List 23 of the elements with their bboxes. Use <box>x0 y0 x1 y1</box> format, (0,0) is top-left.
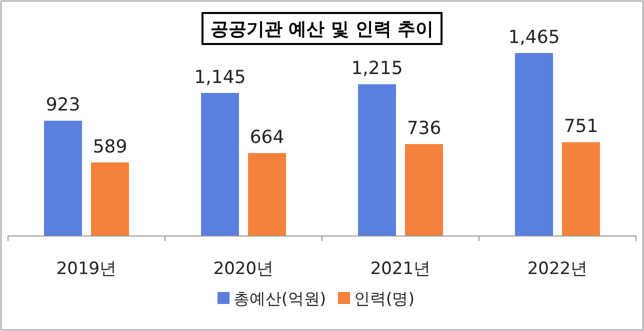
bar <box>248 153 286 236</box>
data-label: 664 <box>250 127 284 148</box>
data-label: 589 <box>92 136 128 158</box>
data-label: 923 <box>46 94 80 116</box>
bar <box>515 53 553 236</box>
bar <box>44 120 82 236</box>
bar <box>201 92 239 236</box>
data-label: 736 <box>406 118 442 140</box>
data-label: 751 <box>564 116 598 138</box>
x-tick-label: 2022년 <box>527 259 588 279</box>
x-tick-label: 2019년 <box>56 259 117 279</box>
bar <box>358 84 396 236</box>
x-tick-label: 2021년 <box>370 259 431 279</box>
x-tick-label: 2020년 <box>213 259 274 279</box>
bar <box>91 162 129 236</box>
legend-label: 총예산(억원) <box>234 289 326 308</box>
legend-label: 인력(명) <box>354 289 414 308</box>
chart-title: 공공기관 예산 및 인력 추이 <box>210 19 434 40</box>
bar <box>562 142 600 236</box>
data-label: 1,145 <box>194 66 246 88</box>
bar <box>405 144 443 236</box>
data-label: 1,465 <box>508 27 560 48</box>
data-label: 1,215 <box>351 58 403 80</box>
